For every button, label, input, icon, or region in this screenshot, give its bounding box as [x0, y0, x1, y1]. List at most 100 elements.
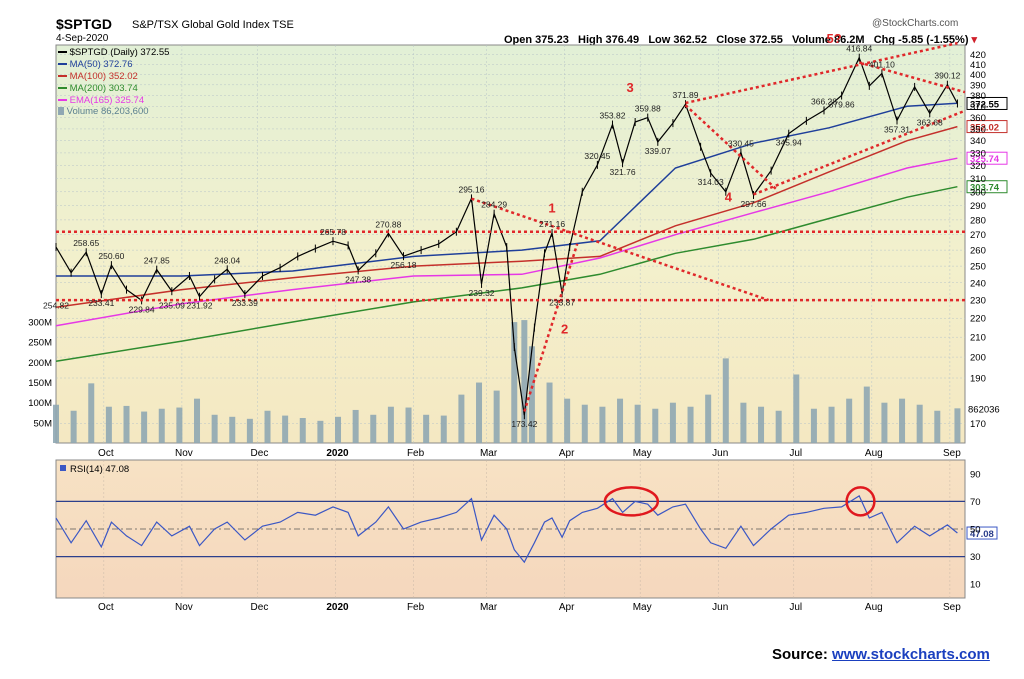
legend-ma50: MA(50) 372.76 — [58, 59, 132, 70]
price-data-label: 359.88 — [635, 104, 661, 114]
trend-line — [685, 41, 958, 105]
x-tick-label: May — [633, 448, 652, 459]
price-y-tick: 260 — [970, 246, 986, 257]
volume-y-tick: 150M — [28, 378, 52, 389]
volume-bar — [440, 415, 447, 443]
wave-label: 5? — [826, 31, 841, 46]
source-label: Source: — [772, 646, 828, 663]
price-y-tick: 220 — [970, 314, 986, 325]
legend-ema165: EMA(165) 325.74 — [58, 95, 144, 106]
volume-bar — [176, 407, 183, 443]
x-tick-label: 2020 — [326, 448, 349, 459]
price-data-label: 371.89 — [673, 90, 699, 100]
volume-bar — [299, 418, 306, 443]
price-data-label: 330.45 — [728, 138, 754, 148]
trend-line — [753, 109, 966, 196]
price-data-label: 248.04 — [214, 255, 240, 265]
volume-y-tick: 250M — [28, 338, 52, 349]
rsi-y-tick: 90 — [970, 469, 981, 480]
rsi-x-tick-label: Oct — [98, 602, 114, 613]
rsi-x-tick-label: Apr — [559, 602, 575, 613]
volume-bar — [863, 386, 870, 443]
price-y-tick: 310 — [970, 174, 986, 185]
x-tick-label: Aug — [865, 448, 883, 459]
rsi-legend-swatch — [60, 465, 66, 471]
rsi-y-tick: 10 — [970, 580, 981, 591]
price-data-label: 416.84 — [846, 44, 872, 54]
value-tag-text: 325.74 — [970, 154, 1000, 165]
volume-bar — [317, 420, 324, 443]
price-y-tick: 190 — [970, 374, 986, 385]
price-y-tick: 400 — [970, 70, 986, 81]
price-data-label: 297.66 — [740, 199, 766, 209]
price-data-label: 229.84 — [129, 304, 155, 314]
price-y-tick: 350 — [970, 124, 986, 135]
price-data-label: 247.85 — [144, 256, 170, 266]
value-tag-box — [966, 180, 1008, 194]
volume-bar — [846, 398, 853, 443]
stockcharts-brand: @StockCharts.com — [872, 18, 959, 29]
trend-line — [523, 243, 579, 412]
volume-bar — [634, 404, 641, 443]
x-tick-label: Oct — [98, 448, 114, 459]
price-y-tick: 170 — [970, 419, 986, 430]
volume-bar — [352, 409, 359, 443]
volume-bar — [229, 416, 236, 443]
rsi-x-tick-label: Feb — [407, 602, 425, 613]
volume-y-tick: 300M — [28, 318, 52, 329]
volume-bar — [722, 358, 729, 443]
price-data-label: 320.45 — [584, 151, 610, 161]
price-data-label: 357.31 — [884, 124, 910, 134]
x-tick-label: Sep — [943, 448, 961, 459]
price-y-tick: 270 — [970, 230, 986, 241]
source-link[interactable]: www.stockcharts.com — [832, 646, 990, 663]
legend-ma100-text: MA(100) 352.02 — [69, 71, 138, 82]
volume-y-tick: 50M — [34, 418, 53, 429]
rsi-highlight-circle — [845, 486, 876, 517]
volume-bar — [828, 406, 835, 443]
volume-bar — [581, 404, 588, 443]
rsi-x-tick-label: Mar — [480, 602, 498, 613]
ohlc-line: Open 375.23 High 376.49 Low 362.52 Close… — [504, 33, 977, 46]
price-y-tick: 320 — [970, 161, 986, 172]
price-data-label: 271.16 — [539, 219, 565, 229]
volume-bar — [158, 408, 165, 443]
volume-bar — [370, 414, 377, 443]
price-data-label: 379.86 — [829, 100, 855, 110]
price-y-tick: 230 — [970, 296, 986, 307]
x-tick-label: Jul — [789, 448, 802, 459]
volume-y-tick: 100M — [28, 398, 52, 409]
price-data-label: 233.39 — [232, 298, 258, 308]
volume-bar — [511, 322, 518, 443]
value-tag-box — [966, 151, 1008, 165]
price-panel — [55, 44, 966, 444]
wave-label: 4 — [725, 189, 733, 204]
legend-ma50-swatch — [58, 63, 67, 66]
value-tag-box — [966, 120, 1008, 134]
legend-price-swatch — [58, 51, 67, 54]
legend-ma200-text: MA(200) 303.74 — [69, 83, 138, 94]
volume-bar — [141, 411, 148, 443]
volume-bar — [123, 405, 130, 443]
volume-bar — [476, 382, 483, 443]
price-y-tick: 340 — [970, 136, 986, 147]
ma-line — [55, 125, 958, 309]
volume-y-tick: 200M — [28, 358, 52, 369]
volume-value: Volume 86.2M — [792, 34, 865, 46]
rsi-y-tick: 50 — [970, 525, 981, 536]
rsi-x-tick-label: 2020 — [326, 602, 349, 613]
volume-bar — [387, 406, 394, 443]
legend-ma50-text: MA(50) 372.76 — [69, 59, 133, 70]
price-data-label: 321.76 — [610, 167, 636, 177]
rsi-x-tick-label: Aug — [865, 602, 883, 613]
rsi-highlight-circle — [603, 486, 660, 517]
rsi-y-tick: 70 — [970, 497, 981, 508]
price-data-label: 233.41 — [88, 298, 114, 308]
price-data-label: 270.88 — [375, 219, 401, 229]
price-data-label: 345.94 — [776, 138, 802, 148]
price-data-label: 366.28 — [811, 96, 837, 106]
volume-bar — [810, 408, 817, 443]
wave-label: 3 — [626, 80, 633, 95]
legend-ema165-swatch — [58, 99, 67, 102]
price-data-label: 353.82 — [599, 111, 625, 121]
